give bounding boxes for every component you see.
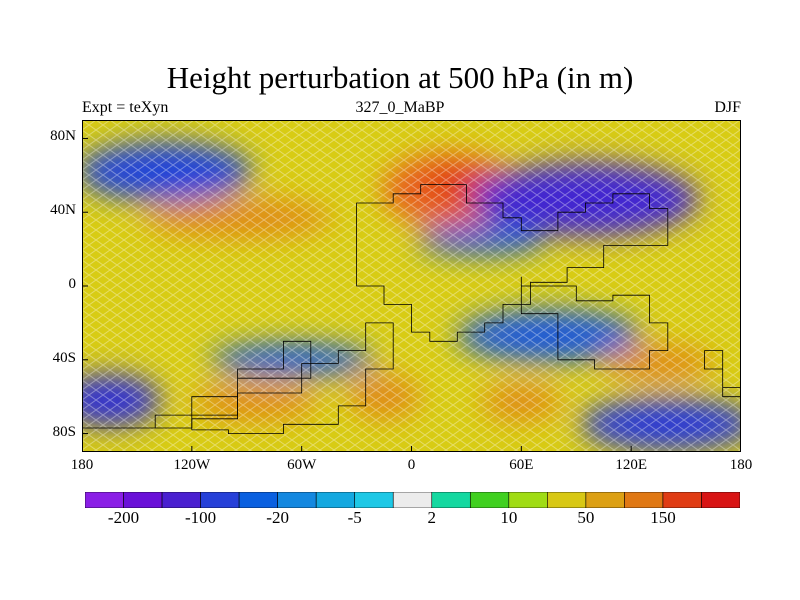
lon-label: 60W: [287, 457, 317, 473]
lat-label: 80N: [50, 128, 76, 145]
colorbar-swatch: [469, 492, 510, 508]
lat-label: 80S: [52, 423, 76, 440]
time-period-label: 327_0_MaBP: [355, 99, 445, 116]
colorbar-swatch: [431, 492, 471, 508]
season-label: DJF: [714, 99, 741, 116]
colorbar-swatch: [123, 492, 163, 508]
lon-label: 0: [407, 457, 416, 473]
colorbar-label: 50: [577, 508, 595, 527]
colorbar-swatch: [392, 492, 433, 508]
coastline-2: [191, 322, 394, 434]
colorbar-label: -200: [107, 508, 140, 527]
lat-label: 0: [68, 276, 77, 292]
colorbar-label: -20: [266, 508, 289, 527]
colorbar-swatch: [547, 492, 587, 508]
map-plot-area: [82, 120, 741, 452]
colorbar-swatch: [662, 492, 702, 508]
map-title: Height perturbation at 500 hPa (in m): [166, 60, 634, 95]
experiment-label: Expt = teXyn: [82, 99, 169, 116]
colorbar-label: 2: [427, 508, 437, 527]
colorbar-swatch: [585, 492, 625, 508]
colorbar-swatch: [277, 492, 317, 508]
coastline-4: [704, 350, 741, 434]
lon-label: 120E: [615, 457, 647, 473]
lat-label: 40N: [50, 202, 76, 219]
colorbar-swatch: [701, 492, 740, 508]
lon-label: 180: [729, 457, 753, 473]
colorbar-label: 10: [500, 508, 518, 527]
colorbar-swatch: [315, 492, 356, 508]
colorbar-swatch: [238, 492, 278, 508]
height-perturbation-map: [82, 120, 741, 452]
colorbar-label: -100: [184, 508, 217, 527]
colorbar-swatch: [624, 492, 664, 508]
coastline-layer: [82, 184, 741, 434]
lon-label: 180: [70, 457, 94, 473]
lat-label: 40S: [52, 349, 76, 366]
colorbar-swatch: [354, 492, 394, 508]
colorbar-swatch: [200, 492, 240, 508]
coastline-3: [82, 340, 312, 429]
colorbar: [85, 492, 740, 508]
contour-mesh-overlay: [82, 120, 741, 452]
lon-label: 120W: [173, 457, 211, 473]
colorbar-swatch: [85, 492, 124, 508]
colorbar-swatch: [161, 492, 201, 508]
lon-label: 60E: [509, 457, 534, 473]
tick-marks: [82, 137, 741, 452]
coastline-0: [356, 184, 669, 342]
colorbar-swatch: [508, 492, 548, 508]
colorbar-label: -5: [347, 508, 362, 527]
coastline-1: [520, 276, 669, 370]
colorbar-label: 150: [650, 508, 676, 527]
